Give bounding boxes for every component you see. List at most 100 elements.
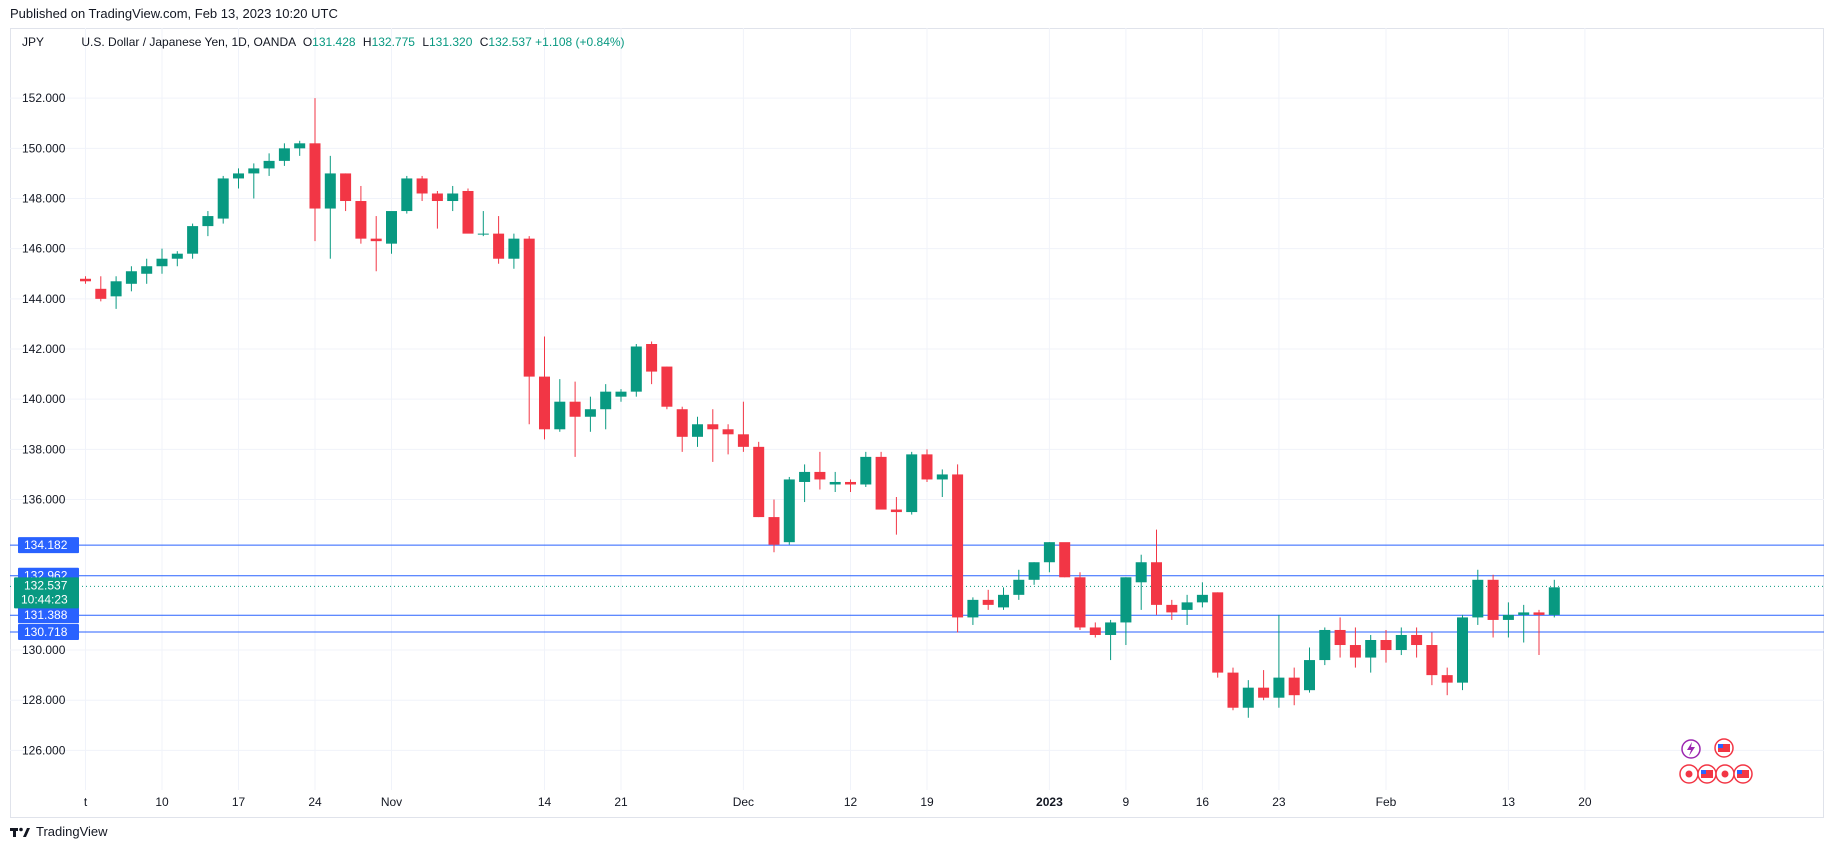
candle-body	[1258, 687, 1270, 698]
published-caption: Published on TradingView.com, Feb 13, 20…	[10, 6, 338, 21]
candle	[431, 190, 443, 229]
candle	[1074, 572, 1086, 630]
candle-body	[370, 238, 382, 242]
candle	[1227, 667, 1239, 711]
us-flag-event-icon[interactable]	[1697, 764, 1717, 784]
candle	[309, 98, 321, 242]
candle	[1395, 627, 1407, 656]
candle-body	[416, 178, 428, 194]
candle-body	[1518, 612, 1530, 615]
candle	[753, 441, 765, 518]
candle	[416, 175, 428, 202]
x-tick-label: 13	[1502, 795, 1516, 809]
open-value: 131.428	[312, 35, 356, 49]
candle	[278, 143, 290, 166]
y-tick-label: 130.000	[22, 643, 66, 657]
candle	[1212, 592, 1224, 678]
us-flag-event-icon[interactable]	[1714, 738, 1734, 758]
y-tick-label: 138.000	[22, 442, 66, 456]
candle	[1472, 569, 1484, 625]
candle	[1487, 574, 1499, 638]
candle-body	[263, 160, 275, 169]
candle	[1089, 622, 1101, 638]
x-tick-label: 17	[232, 795, 246, 809]
candle-body	[1028, 562, 1040, 580]
candle	[1288, 667, 1300, 706]
candle	[125, 266, 137, 292]
candle-body	[829, 481, 841, 485]
candle-body	[508, 238, 520, 259]
candle	[156, 248, 168, 274]
candle-body	[1227, 672, 1239, 708]
x-tick-label: t	[84, 795, 88, 809]
record-event-icon[interactable]	[1679, 764, 1699, 784]
candle	[1426, 632, 1438, 686]
candle-body	[233, 173, 244, 179]
candle-body	[493, 233, 505, 259]
x-tick-label: 14	[538, 795, 552, 809]
candle	[722, 424, 734, 455]
candle-body	[584, 409, 596, 417]
candle	[860, 451, 872, 487]
candle-body	[1533, 612, 1545, 615]
candle	[340, 173, 352, 212]
y-tick-label: 146.000	[22, 242, 66, 256]
candle	[217, 175, 229, 224]
y-tick-label: 128.000	[22, 693, 66, 707]
candle	[141, 258, 153, 284]
candle	[1135, 554, 1147, 610]
record-event-icon[interactable]	[1715, 764, 1735, 784]
record-dot	[1721, 770, 1729, 778]
footer-brand[interactable]: TradingView	[10, 824, 108, 839]
candle	[783, 476, 795, 545]
horizontal-levels[interactable]	[10, 544, 1824, 633]
candle	[1105, 619, 1117, 661]
candle	[1441, 667, 1453, 696]
candle	[110, 276, 122, 309]
price-level-tag	[18, 624, 79, 641]
candle	[1273, 614, 1285, 708]
x-tick-label: 24	[308, 795, 322, 809]
candle	[1380, 629, 1392, 663]
candle	[569, 381, 581, 457]
candle	[829, 471, 841, 492]
candle-body	[1273, 677, 1285, 698]
candle	[294, 140, 306, 156]
candle	[1258, 670, 1270, 701]
candle-body	[1181, 602, 1193, 610]
lightning-event-icon[interactable]	[1681, 739, 1701, 759]
candle	[936, 469, 948, 498]
us-flag-event-icon[interactable]	[1733, 764, 1753, 784]
candle	[355, 185, 367, 244]
candle-body	[676, 409, 688, 437]
candle-body	[355, 201, 367, 239]
candle	[1181, 594, 1193, 625]
event-icons[interactable]	[1679, 738, 1753, 784]
candle	[1365, 634, 1377, 673]
candle-body	[1441, 675, 1453, 683]
candle	[1349, 627, 1361, 668]
time-axis[interactable]: t 10 17 24 Nov 14 21 Dec 12 19 2023 9 16 23 Feb 13 20	[84, 795, 1592, 809]
candle	[263, 153, 275, 176]
candle	[1411, 627, 1423, 658]
candle	[401, 175, 413, 214]
candle	[814, 451, 826, 490]
candle-body	[1166, 604, 1178, 613]
y-tick-label: 136.000	[22, 493, 66, 507]
chart-legend: JPY U.S. Dollar / Japanese Yen, 1D, OAND…	[22, 35, 625, 49]
candle-body	[845, 481, 856, 485]
candle-body	[340, 173, 352, 202]
x-tick-label: 9	[1123, 795, 1130, 809]
candle-body	[1212, 592, 1224, 673]
flag-stripes	[1701, 770, 1713, 778]
candle-body	[309, 143, 321, 209]
y-tick-label: 142.000	[22, 342, 66, 356]
candle	[998, 587, 1009, 610]
candle-body	[1502, 614, 1514, 620]
symbol-label[interactable]: JPY	[22, 35, 45, 49]
candle-body	[125, 271, 137, 284]
close-value: 132.537	[488, 35, 532, 49]
price-axis[interactable]: 126.000 128.000 130.000 136.000 138.000 140.0…	[22, 91, 66, 757]
candle	[967, 597, 979, 625]
